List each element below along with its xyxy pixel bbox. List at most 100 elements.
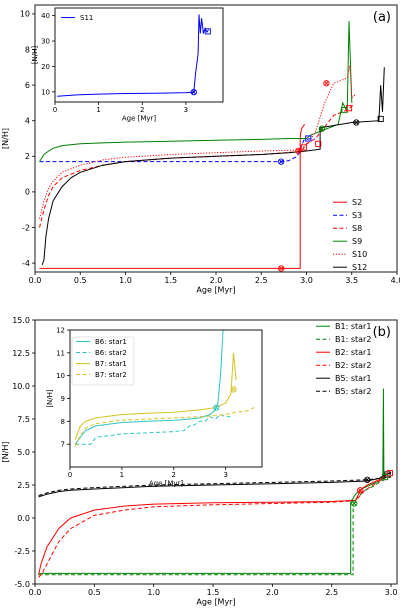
legend-label-s12: S12: [352, 263, 367, 272]
circle-x-marker-b7-star1: [230, 386, 237, 393]
y-tick-label: 10.0: [12, 382, 30, 391]
x-tick-label: 0: [53, 106, 57, 114]
x-axis-label: Age [Myr]: [149, 479, 184, 487]
circle-x-marker-s10: [323, 80, 330, 87]
axes-frame: [34, 4, 398, 273]
legend-label-b7-star1: B7: star1: [95, 360, 127, 368]
square-marker-s12: [377, 115, 384, 122]
series-line-b7-star1: [74, 352, 237, 440]
x-tick-label: 2.0: [266, 588, 279, 597]
panel-label: (a): [373, 10, 391, 25]
y-tick-label: 0.0: [17, 514, 30, 523]
axes-frame: [34, 319, 398, 585]
axes-frame: [69, 329, 263, 468]
x-tick-label: 1: [96, 106, 100, 114]
y-axis-label: [N/H]: [31, 46, 39, 65]
y-tick-label: 8: [25, 45, 30, 54]
square-marker-s11: [204, 28, 211, 35]
square-marker-s8: [315, 140, 322, 147]
y-tick-label: 2: [25, 152, 30, 161]
y-tick-label: -4: [22, 259, 30, 268]
x-tick-label: 3: [223, 471, 227, 479]
x-tick-label: 1.0: [119, 276, 132, 285]
series-line-s11: [57, 14, 210, 97]
square-marker-s3: [305, 135, 312, 142]
x-tick-label: 4.0: [391, 276, 400, 285]
x-tick-label: 1.5: [164, 276, 177, 285]
y-tick-label: 4: [25, 117, 30, 126]
legend-label-b5-star2: B5: star2: [335, 387, 371, 396]
x-tick-label: 0: [68, 471, 72, 479]
y-tick-label: 10: [41, 88, 50, 96]
x-tick-label: 0.0: [29, 276, 42, 285]
y-tick-label: 2.5: [17, 481, 30, 490]
legend-label-s10: S10: [352, 250, 367, 259]
series-line-b2-star2: [38, 475, 389, 578]
y-axis-label: [N/H]: [1, 128, 10, 149]
legend-label-b6-star1: B6: star1: [95, 338, 127, 346]
legend-label-b6-star2: B6: star2: [95, 349, 127, 357]
series-line-s10: [39, 65, 357, 219]
legend: S2 S3 S8 S9 S10 S12: [333, 198, 367, 272]
inset-0: 0 1 2 3 10 20 30 40 Age [Myr] [N/H] S11: [31, 7, 224, 122]
y-tick-label: 30: [41, 37, 50, 45]
x-tick-label: 3.0: [385, 588, 398, 597]
legend-label-b2-star2: B2: star2: [335, 361, 371, 370]
x-tick-label: 2.5: [325, 588, 338, 597]
legend-label-s2: S2: [352, 198, 362, 207]
series-line-b2-star1: [38, 471, 392, 575]
square-marker-b2-star1: [386, 470, 393, 477]
circle-x-marker-b5-star1: [364, 476, 371, 483]
legend: B1: star1 B1: star2 B2: star1 B2: star2 B5: …: [316, 322, 371, 396]
circle-x-marker-s9: [318, 125, 326, 132]
y-axis-label: [N/H]: [46, 389, 54, 408]
series-line-s9: [39, 20, 353, 162]
legend-label-s8: S8: [352, 224, 362, 233]
x-tick-label: 3.5: [345, 276, 358, 285]
circle-x-marker-s8: [295, 147, 302, 155]
series-line-b6-star2: [75, 413, 231, 445]
square-marker-b1-star1: [382, 474, 389, 481]
x-axis-label: Age [Myr]: [196, 286, 235, 295]
x-tick-label: 1.0: [147, 588, 160, 597]
x-tick-label: 2.0: [210, 276, 223, 285]
legend-label-b1-star1: B1: star1: [335, 322, 371, 331]
series-line-b5-star2: [38, 476, 392, 497]
y-tick-label: -2.5: [14, 547, 30, 556]
y-tick-label: 9: [61, 395, 65, 403]
legend-label-s9: S9: [352, 237, 362, 246]
legend-label-b2-star1: B2: star1: [335, 348, 371, 357]
y-tick-label: 12.5: [12, 349, 30, 358]
y-tick-label: 15.0: [12, 316, 30, 325]
series-line-s12: [41, 67, 385, 266]
y-tick-label: 6: [25, 81, 30, 90]
circle-x-marker-b2-star1: [357, 487, 364, 494]
circle-x-marker-s2: [278, 265, 285, 272]
x-axis-label: Age [Myr]: [196, 598, 235, 607]
y-tick-label: 7: [61, 441, 65, 449]
square-marker-s9: [341, 106, 348, 114]
panel-label: (b): [373, 325, 391, 340]
y-tick-label: 10: [20, 10, 30, 19]
legend-label-b1-star2: B1: star2: [335, 335, 371, 344]
series-group: [38, 388, 393, 578]
y-tick-label: 20: [41, 63, 50, 71]
circle-x-marker-s11: [190, 88, 197, 96]
x-tick-label: 3: [184, 106, 188, 114]
square-marker-s2: [300, 144, 307, 151]
y-axis-label: [N/H]: [1, 442, 10, 463]
y-tick-label: 7.5: [17, 415, 30, 424]
y-tick-label: 8: [61, 418, 65, 426]
series-line-b1-star2: [38, 477, 388, 576]
circle-x-marker-s3: [278, 158, 285, 165]
x-tick-label: 0.5: [74, 276, 87, 285]
series-group: [74, 330, 255, 447]
x-tick-label: 2.5: [255, 276, 268, 285]
legend-label-b5-star1: B5: star1: [335, 374, 371, 383]
legend-label-s11: S11: [80, 14, 93, 22]
y-tick-label: 40: [41, 12, 50, 20]
series-group: [57, 14, 211, 97]
series-line-s3: [39, 138, 312, 163]
